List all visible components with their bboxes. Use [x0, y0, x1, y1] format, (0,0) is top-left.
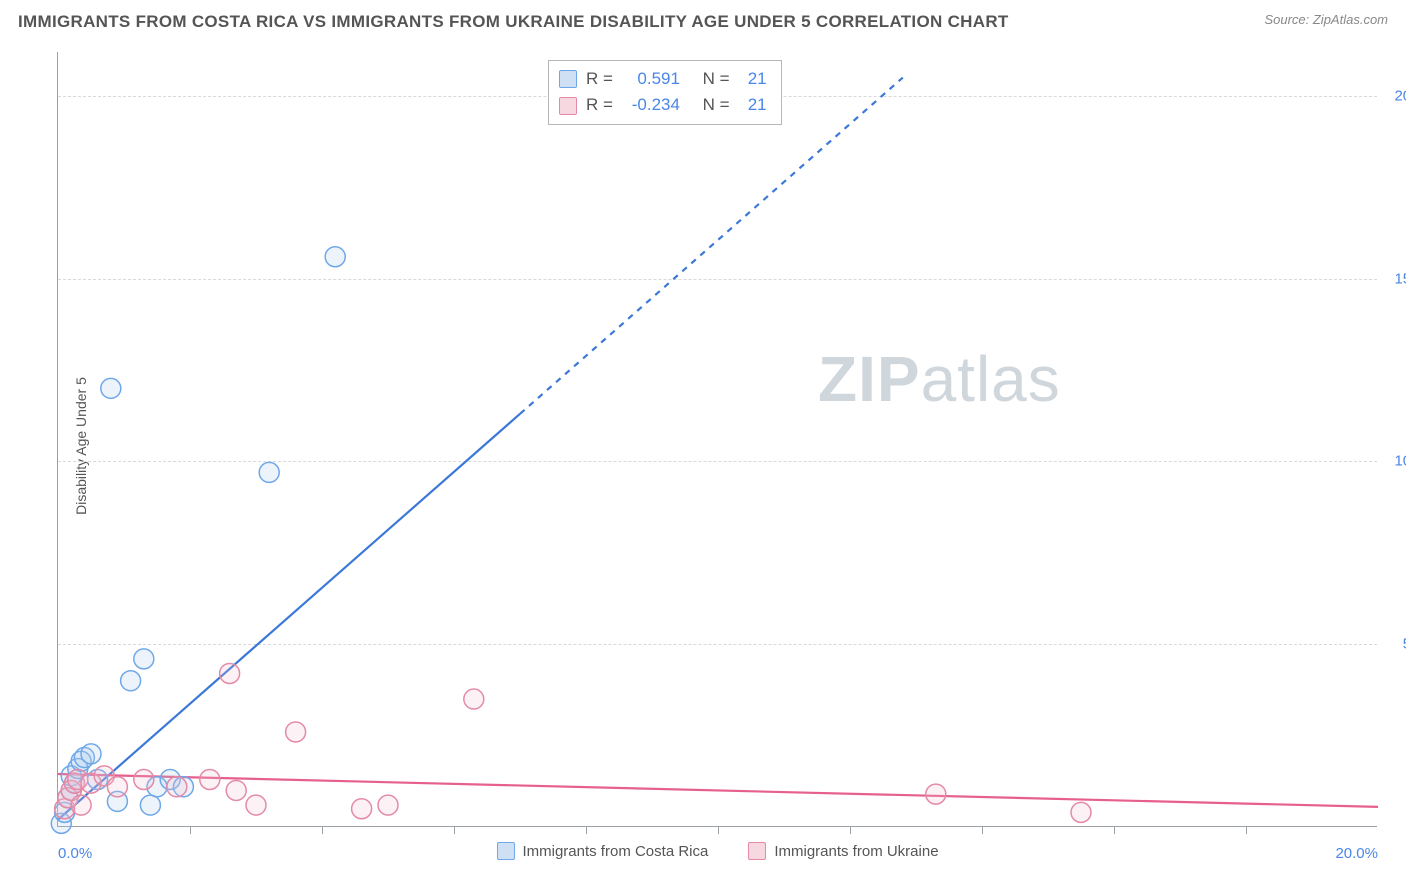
x-tick-mark	[1114, 826, 1115, 834]
x-tick-mark	[586, 826, 587, 834]
x-tick-mark	[322, 826, 323, 834]
x-tick-mark	[454, 826, 455, 834]
chart-plot-area: ZIPatlas R = 0.591 N = 21 R = -0.234 N =…	[57, 52, 1377, 827]
swatch-ukraine	[559, 97, 577, 115]
x-tick-label: 20.0%	[1335, 845, 1378, 862]
source-attribution: Source: ZipAtlas.com	[1264, 12, 1388, 27]
x-tick-mark	[982, 826, 983, 834]
swatch-costa-rica	[559, 70, 577, 88]
chart-title: IMMIGRANTS FROM COSTA RICA VS IMMIGRANTS…	[18, 12, 1009, 32]
x-tick-mark	[1246, 826, 1247, 834]
legend-item-ukraine: Immigrants from Ukraine	[748, 842, 938, 860]
stats-row-costa-rica: R = 0.591 N = 21	[559, 66, 767, 92]
y-tick-label: 10.0%	[1394, 453, 1406, 470]
legend-swatch-ukraine	[748, 842, 766, 860]
bottom-legend: Immigrants from Costa Rica Immigrants fr…	[496, 842, 938, 860]
x-tick-mark	[718, 826, 719, 834]
scatter-svg	[58, 52, 1377, 826]
correlation-stats-box: R = 0.591 N = 21 R = -0.234 N = 21	[548, 60, 782, 125]
x-tick-label: 0.0%	[58, 845, 92, 862]
y-tick-label: 20.0%	[1394, 87, 1406, 104]
stats-row-ukraine: R = -0.234 N = 21	[559, 92, 767, 118]
legend-swatch-costa-rica	[496, 842, 514, 860]
x-tick-mark	[850, 826, 851, 834]
legend-item-costa-rica: Immigrants from Costa Rica	[496, 842, 708, 860]
y-tick-label: 15.0%	[1394, 270, 1406, 287]
x-tick-mark	[190, 826, 191, 834]
